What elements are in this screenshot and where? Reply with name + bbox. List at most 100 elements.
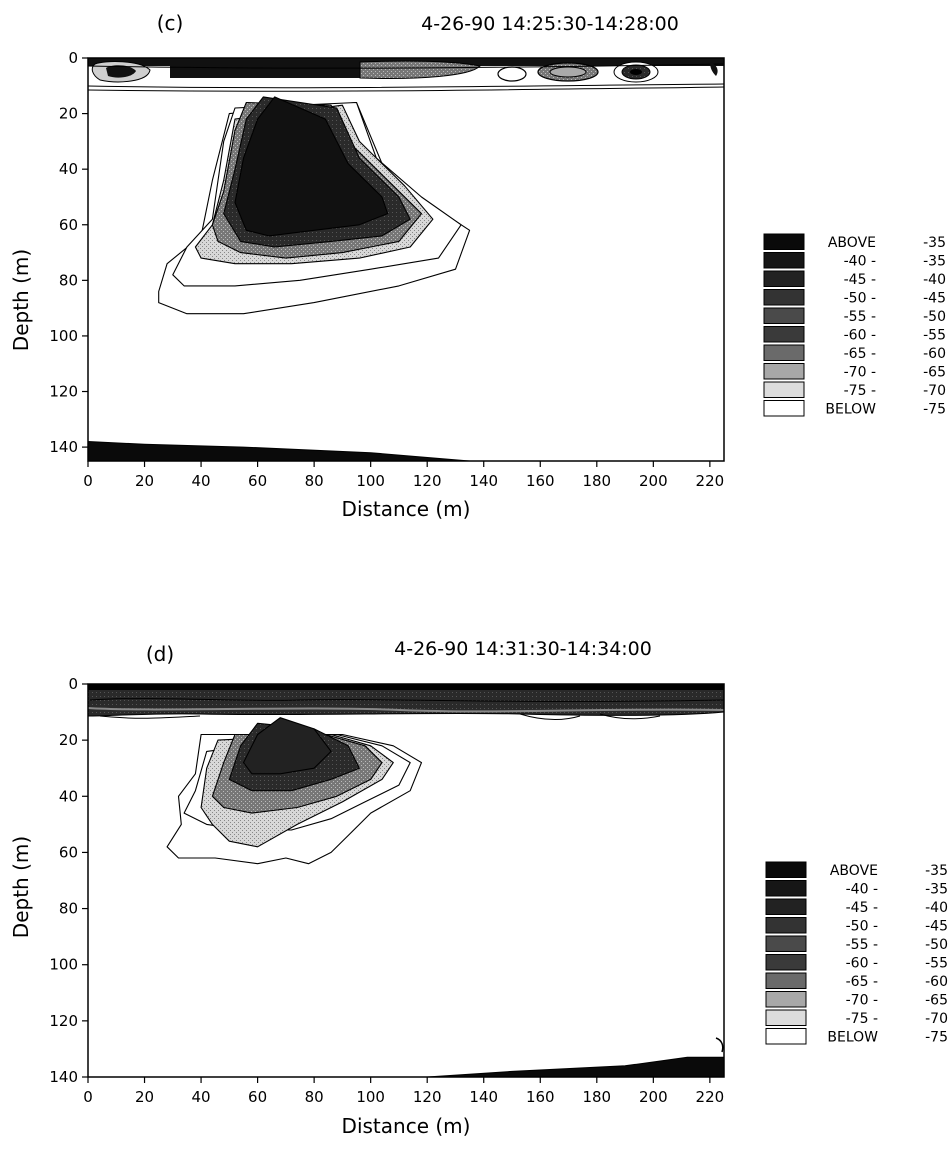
x-tick-label: 100 [356,472,385,490]
legend-label: -50 - [846,919,878,935]
y-axis: 0 20 40 60 80 100 120 140 [49,49,88,456]
x-tick-label: 140 [469,1088,498,1106]
x-axis-title: Distance (m) [342,1114,471,1138]
legend: ABOVE -35 -40 - -35 -45 - -40 -50 - -45 -55 - -50… [765,861,948,1046]
y-axis-title: Depth (m) [9,836,33,938]
x-tick-label: 80 [305,472,324,490]
legend-label: -70 - [846,993,878,1009]
x-tick-label: 180 [582,472,611,490]
x-tick-label: 100 [356,1088,385,1106]
y-tick-label: 40 [59,787,78,805]
legend-swatch [763,270,805,287]
legend-value: -70 [923,383,946,399]
legend-swatch [765,991,807,1008]
x-tick-label: 40 [192,472,211,490]
y-tick-label: 100 [49,327,78,345]
seabed-region [427,1056,724,1077]
legend-value: -75 [923,402,946,418]
legend-label: -55 - [846,937,878,953]
plot-area [88,684,724,1077]
legend-swatch [765,972,807,989]
legend-value: -45 [923,291,946,307]
legend-label: ABOVE [830,863,878,879]
x-tick-label: 140 [469,472,498,490]
y-tick-label: 60 [59,843,78,861]
panel-label: (d) [146,642,174,666]
y-axis: 0 20 40 60 80 100 120 140 [49,675,88,1086]
legend-value: -60 [925,974,948,990]
contour-regions [158,96,471,315]
legend-value: -35 [923,254,946,270]
plot-frame [87,57,725,462]
x-tick-label: 120 [413,472,442,490]
legend-value: -55 [925,956,948,972]
legend-value: -75 [925,1030,948,1046]
legend-label: -65 - [846,974,878,990]
legend-swatch [765,861,807,878]
x-tick-label: 200 [639,472,668,490]
x-tick-label: 80 [305,1088,324,1106]
x-tick-label: 0 [83,1088,93,1106]
legend-swatch [765,880,807,897]
legend-value: -45 [925,919,948,935]
legend-swatch [765,1028,807,1045]
contour-region-m40 [234,96,389,237]
y-tick-label: 60 [59,216,78,234]
y-tick-label: 40 [59,160,78,178]
legend-value: -40 [925,900,948,916]
panel-c: (c) 4-26-90 14:25:30-14:28:00 [9,11,946,521]
legend-label: -70 - [844,365,876,381]
x-tick-label: 40 [192,1088,211,1106]
legend-swatch [765,954,807,971]
y-tick-label: 140 [49,438,78,456]
contour-region-m45 [242,717,332,775]
y-tick-label: 20 [59,731,78,749]
y-tick-label: 140 [49,1068,78,1086]
y-tick-label: 80 [59,271,78,289]
plot-frame [87,683,725,1078]
x-tick-label: 180 [582,1088,611,1106]
x-tick-label: 120 [413,1088,442,1106]
legend-swatch [765,898,807,915]
x-axis-title: Distance (m) [342,497,471,521]
legend-label: -75 - [846,1011,878,1027]
x-tick-label: 60 [248,472,267,490]
legend-value: -40 [923,272,946,288]
legend-swatch [763,400,805,417]
legend-label: ABOVE [828,235,876,251]
legend-label: BELOW [827,1030,878,1046]
legend-value: -65 [923,365,946,381]
legend-swatch [763,252,805,269]
legend-label: -60 - [844,328,876,344]
x-tick-label: 0 [83,472,93,490]
legend-value: -60 [923,346,946,362]
legend-value: -35 [925,882,948,898]
legend-swatch [763,344,805,361]
panel-title: 4-26-90 14:25:30-14:28:00 [421,13,679,35]
x-tick-label: 220 [696,472,725,490]
legend-swatch [763,289,805,306]
x-tick-label: 60 [248,1088,267,1106]
y-tick-label: 80 [59,900,78,918]
y-tick-label: 20 [59,105,78,123]
x-tick-label: 20 [135,472,154,490]
legend-label: -50 - [844,291,876,307]
legend-label: -55 - [844,309,876,325]
y-tick-label: 120 [49,1012,78,1030]
legend-swatch [763,307,805,324]
legend-swatch [763,326,805,343]
legend: ABOVE -35 -40 - -35 -45 - -40 -50 - -45 -55 - -50… [763,233,946,418]
legend-swatch [763,363,805,380]
legend-label: BELOW [825,402,876,418]
seabed-band [427,1056,724,1077]
x-tick-label: 200 [639,1088,668,1106]
y-tick-label: 0 [68,49,78,67]
x-tick-label: 20 [135,1088,154,1106]
y-tick-label: 100 [49,956,78,974]
legend-label: -40 - [846,882,878,898]
legend-value: -50 [923,309,946,325]
legend-swatch [765,1009,807,1026]
legend-label: -45 - [846,900,878,916]
panel-d: (d) 4-26-90 14:31:30-14:34:00 0 20 40 60 80 1… [9,638,948,1138]
